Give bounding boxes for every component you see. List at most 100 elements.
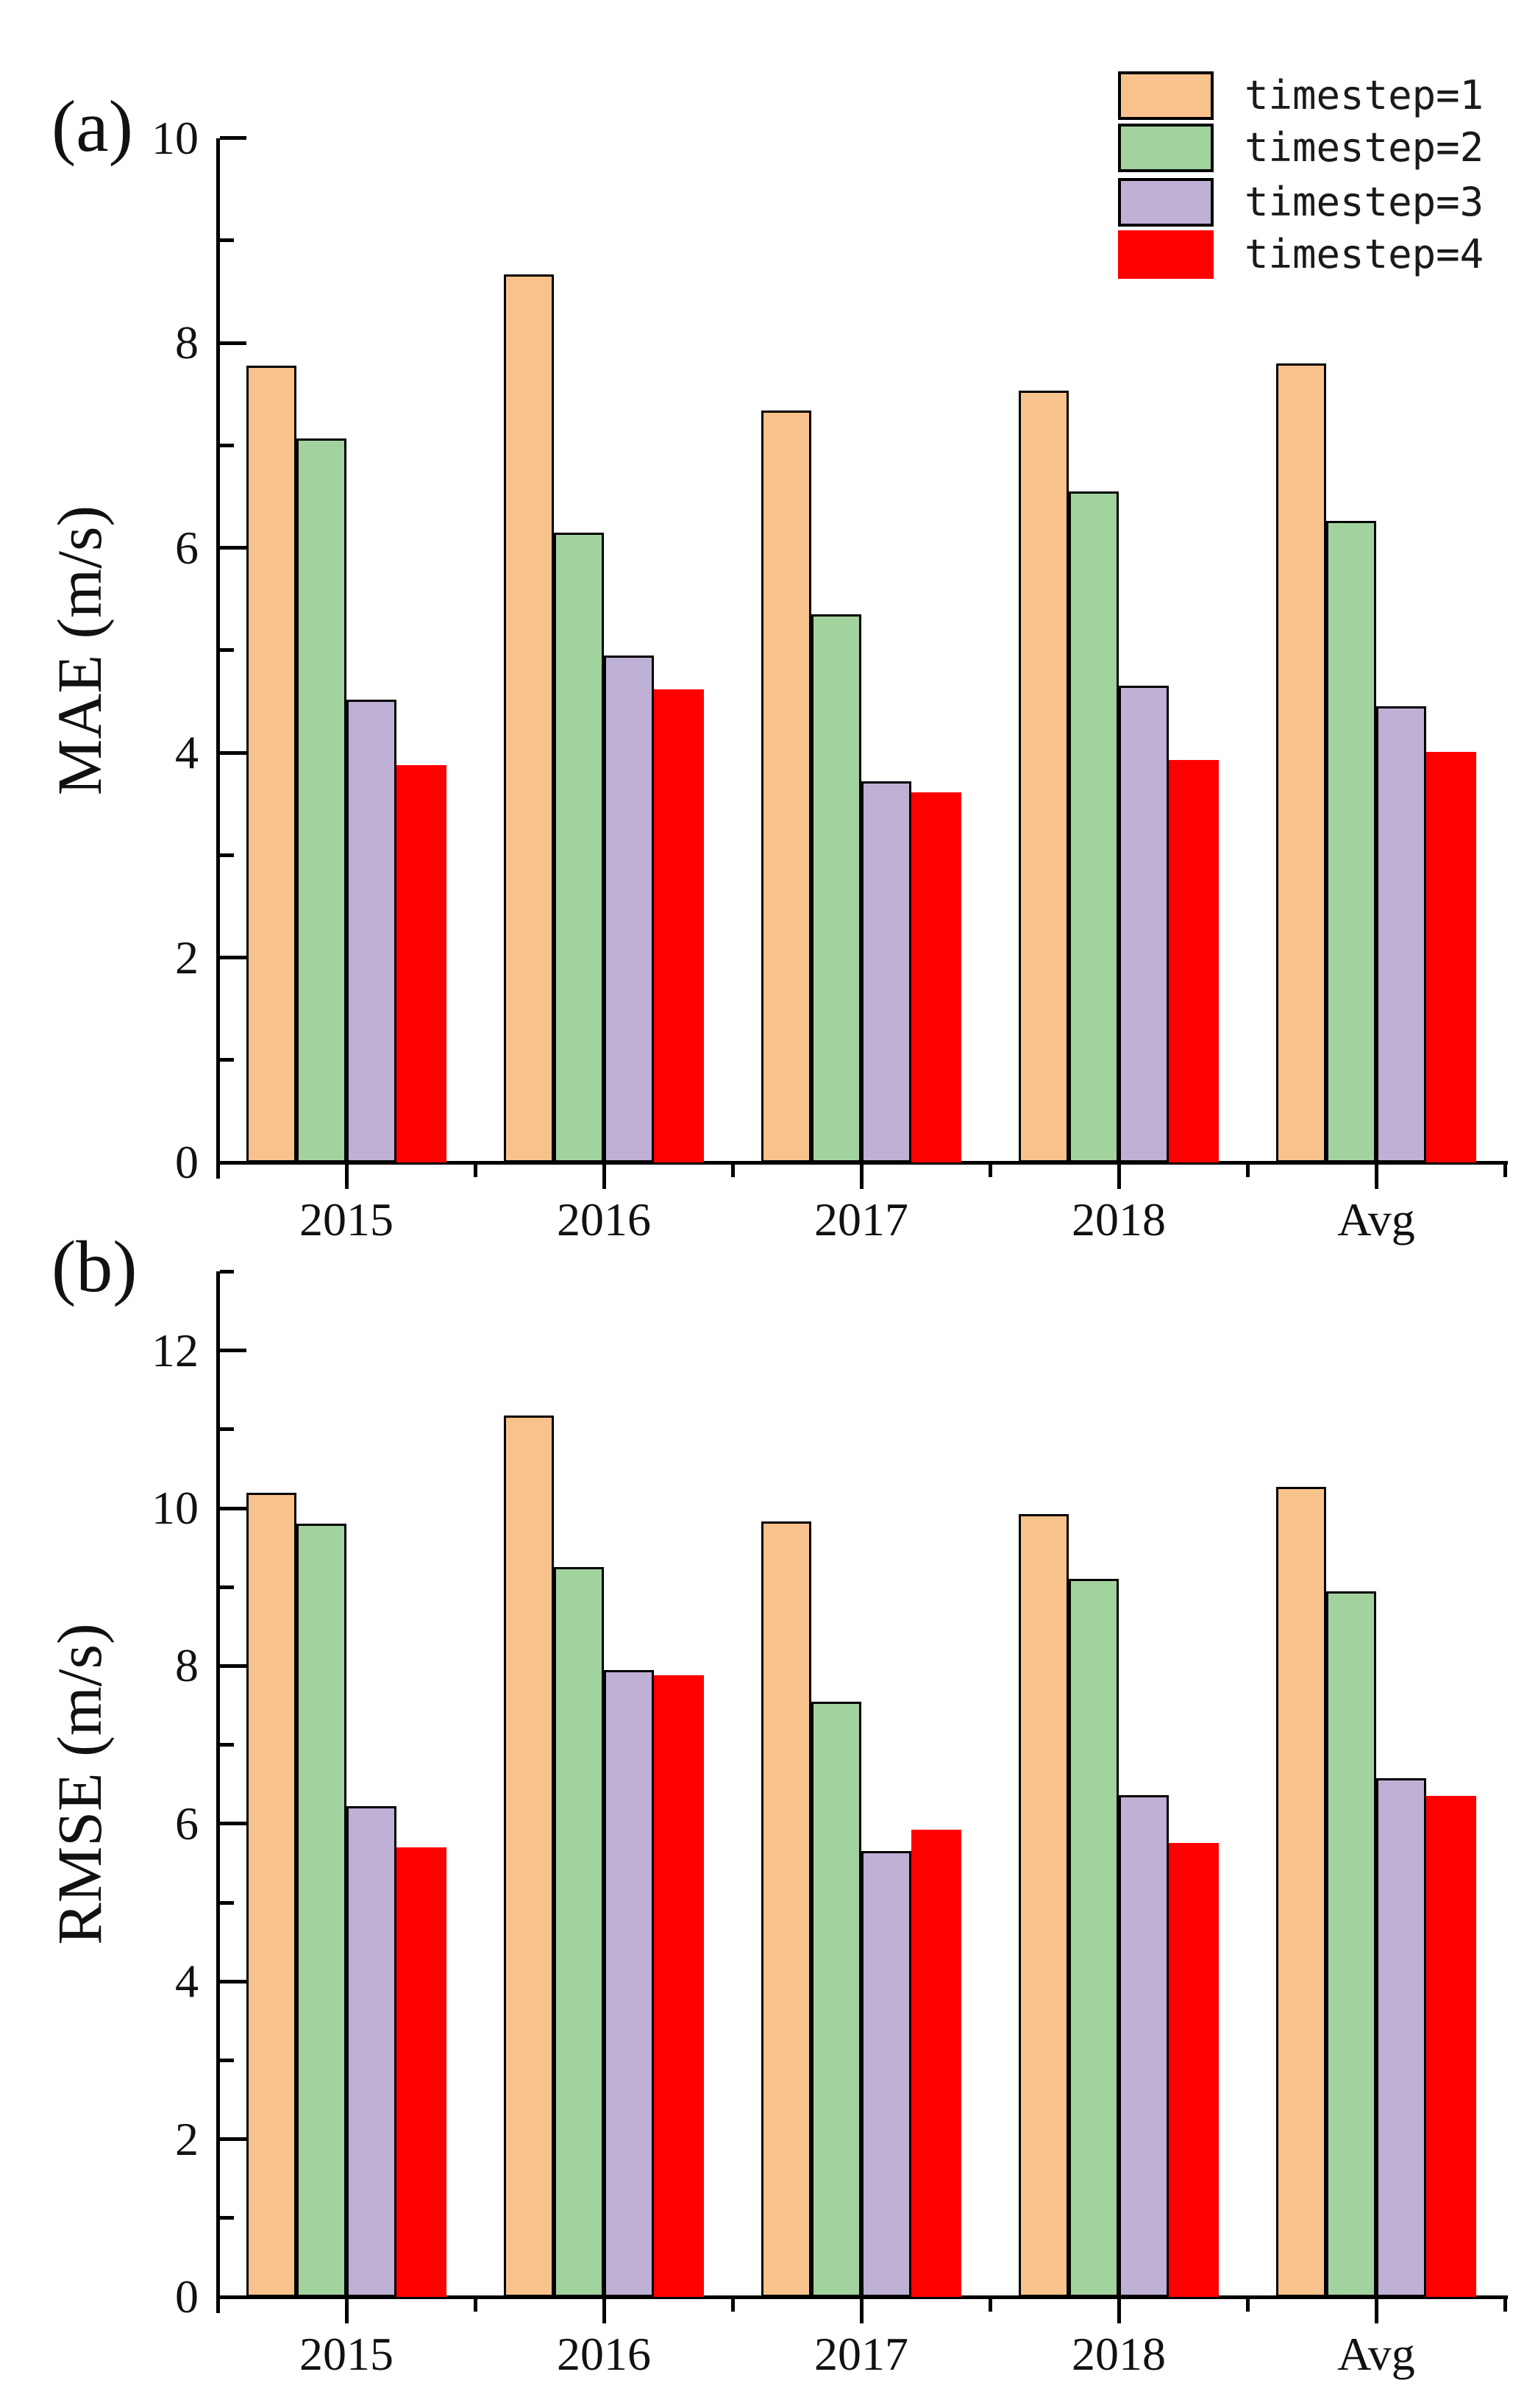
bar-timestep=1-2016: [504, 1415, 554, 2297]
x-minor-tick: [216, 2298, 220, 2312]
y-tick-label: 4: [175, 1955, 199, 2008]
legend-label-timestep=3: timestep=3: [1245, 179, 1484, 225]
y-minor-tick: [220, 2216, 234, 2220]
y-minor-tick: [220, 853, 234, 857]
panel-b-tag: (b): [51, 1226, 138, 1307]
bar-timestep=3-2015: [346, 1806, 396, 2297]
legend-swatch-timestep=3: [1118, 178, 1214, 227]
bar-timestep=1-2018: [1019, 1513, 1069, 2297]
bar-timestep=2-Avg: [1326, 1591, 1376, 2297]
bar-timestep=2-2015: [296, 1524, 346, 2297]
bar-timestep=2-2015: [296, 438, 346, 1162]
bar-timestep=2-2016: [554, 532, 604, 1162]
y-minor-tick: [220, 443, 234, 447]
legend-swatch-timestep=1: [1118, 71, 1214, 120]
x-major-tick: [1374, 2298, 1378, 2323]
y-tick-label: 2: [175, 931, 199, 984]
bar-timestep=1-Avg: [1276, 1487, 1326, 2297]
y-tick-label: 12: [152, 1324, 199, 1377]
bar-timestep=2-2017: [811, 614, 861, 1162]
x-major-tick: [1117, 1164, 1121, 1189]
y-minor-tick: [220, 1058, 234, 1062]
x-major-tick: [859, 2298, 864, 2323]
legend-label-timestep=1: timestep=1: [1245, 72, 1484, 118]
panel-a-tag: (a): [51, 85, 133, 167]
y-axis-line: [216, 138, 220, 1179]
bar-timestep=2-Avg: [1326, 521, 1376, 1162]
x-major-tick: [1117, 2298, 1121, 2323]
x-tick-label: 2017: [814, 2328, 908, 2380]
y-major-tick: [220, 341, 246, 345]
x-major-tick: [1374, 1164, 1378, 1189]
x-tick-label: 2015: [299, 1193, 394, 1246]
y-major-tick: [220, 546, 246, 550]
bar-timestep=3-2015: [346, 699, 396, 1162]
bar-timestep=3-2018: [1119, 686, 1169, 1162]
x-axis-line: [216, 1161, 1508, 1165]
bar-timestep=2-2017: [811, 1701, 861, 2297]
y-tick-label: 6: [175, 521, 199, 574]
y-major-tick: [220, 750, 246, 755]
x-minor-tick: [473, 2298, 477, 2312]
x-major-tick: [859, 1164, 864, 1189]
y-major-tick: [220, 1979, 246, 1983]
x-minor-tick: [1245, 2298, 1250, 2312]
y-major-tick: [220, 1506, 246, 1510]
bar-timestep=2-2018: [1069, 491, 1119, 1162]
x-minor-tick: [988, 1164, 992, 1177]
x-minor-tick: [730, 2298, 735, 2312]
bar-timestep=4-2016: [654, 689, 704, 1162]
y-tick-label: 0: [175, 2270, 199, 2323]
bar-timestep=4-2015: [396, 1847, 446, 2297]
bar-timestep=4-2018: [1169, 759, 1219, 1162]
y-minor-tick: [220, 2058, 234, 2062]
legend: timestep=1 timestep=2 timestep=3 timestep=4: [0, 0, 1538, 368]
x-minor-tick: [730, 1164, 735, 1177]
x-major-tick: [344, 2298, 349, 2323]
y-minor-tick: [220, 1743, 234, 1747]
y-major-tick: [220, 1663, 246, 1668]
legend-swatch-timestep=2: [1118, 124, 1214, 172]
y-minor-tick: [220, 1585, 234, 1589]
x-tick-label: 2015: [299, 2328, 394, 2380]
bar-timestep=3-2017: [861, 1851, 911, 2297]
bar-timestep=1-2017: [761, 1521, 811, 2297]
y-tick-label: 8: [175, 316, 199, 369]
y-minor-tick: [220, 1427, 234, 1432]
bar-timestep=4-2015: [396, 764, 446, 1162]
y-tick-label: 8: [175, 1639, 199, 1692]
y-tick-label: 6: [175, 1797, 199, 1850]
bar-timestep=3-2016: [604, 1669, 654, 2297]
legend-label-timestep=4: timestep=4: [1245, 231, 1484, 277]
x-major-tick: [602, 1164, 606, 1189]
bar-timestep=3-2018: [1119, 1795, 1169, 2297]
bar-timestep=2-2016: [554, 1567, 604, 2297]
y-major-tick: [220, 956, 246, 959]
x-minor-tick: [216, 1164, 220, 1177]
bar-timestep=3-Avg: [1376, 706, 1426, 1162]
x-tick-label: Avg: [1337, 1193, 1415, 1246]
x-minor-tick: [473, 1164, 477, 1177]
x-major-tick: [344, 1164, 349, 1189]
y-tick-label: 10: [152, 1482, 199, 1534]
y-minor-tick: [220, 1900, 234, 1905]
y-major-tick: [220, 2295, 246, 2299]
y-axis-line: [216, 1271, 220, 2313]
x-tick-label: 2018: [1072, 2328, 1166, 2380]
x-tick-label: 2016: [557, 2328, 651, 2380]
bar-timestep=4-Avg: [1426, 751, 1476, 1162]
bar-timestep=3-2016: [604, 655, 654, 1162]
x-axis-line: [216, 2295, 1508, 2299]
bar-timestep=1-Avg: [1276, 363, 1326, 1162]
bar-timestep=4-2018: [1169, 1842, 1219, 2297]
y-major-tick: [220, 1822, 246, 1826]
bar-timestep=2-2018: [1069, 1579, 1119, 2297]
y-tick-label: 0: [175, 1136, 199, 1188]
y-tick-label: 4: [175, 726, 199, 778]
x-minor-tick: [1503, 1164, 1507, 1177]
x-tick-label: 2017: [814, 1193, 908, 1246]
legend-swatch-timestep=4: [1118, 230, 1214, 279]
bar-timestep=3-2017: [861, 781, 911, 1162]
x-tick-label: 2016: [557, 1193, 651, 1246]
